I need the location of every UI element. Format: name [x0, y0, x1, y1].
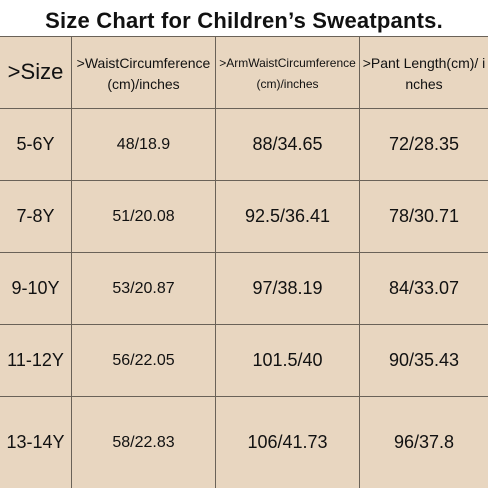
header-waist-circumference: >WaistCircumference (cm)/inches [76, 55, 211, 92]
pant-length-value: 84/33.07 [388, 278, 460, 298]
pant-length-value: 96/37.8 [393, 432, 455, 452]
grid-line [0, 36, 488, 37]
grid-line [71, 36, 72, 488]
arm-waist-value: 101.5/40 [252, 350, 323, 370]
size-label: 7-8Y [16, 206, 55, 226]
header-size: >Size [7, 59, 64, 84]
grid-line [0, 180, 488, 181]
waist-value: 53/20.87 [112, 279, 175, 297]
waist-value: 56/22.05 [112, 351, 175, 369]
pant-length-value: 78/30.71 [388, 206, 460, 226]
size-label: 5-6Y [16, 134, 55, 154]
size-label: 13-14Y [6, 432, 65, 452]
page-title: Size Chart for Children’s Sweatpants. [45, 8, 443, 33]
arm-waist-value: 92.5/36.41 [244, 206, 331, 226]
grid-line [0, 108, 488, 109]
size-chart-table: >Size >WaistCircumference (cm)/inches >A… [0, 36, 488, 488]
arm-waist-value: 106/41.73 [247, 432, 328, 452]
header-arm-waist-circumference: >ArmWaistCircumference (cm)/inches [219, 56, 356, 91]
arm-waist-value: 88/34.65 [252, 134, 323, 154]
size-label: 9-10Y [11, 278, 60, 298]
pant-length-value: 72/28.35 [388, 134, 460, 154]
header-pant-length: >Pant Length(cm)/ inches [362, 55, 486, 92]
pant-length-value: 90/35.43 [388, 350, 460, 370]
waist-value: 48/18.9 [116, 135, 171, 153]
waist-value: 51/20.08 [112, 207, 175, 225]
grid-line [0, 396, 488, 397]
size-label: 11-12Y [7, 350, 64, 370]
waist-value: 58/22.83 [112, 433, 175, 451]
grid-line [215, 36, 216, 488]
grid-line [359, 36, 360, 488]
grid-line [0, 252, 488, 253]
arm-waist-value: 97/38.19 [252, 278, 323, 298]
grid-line [0, 324, 488, 325]
